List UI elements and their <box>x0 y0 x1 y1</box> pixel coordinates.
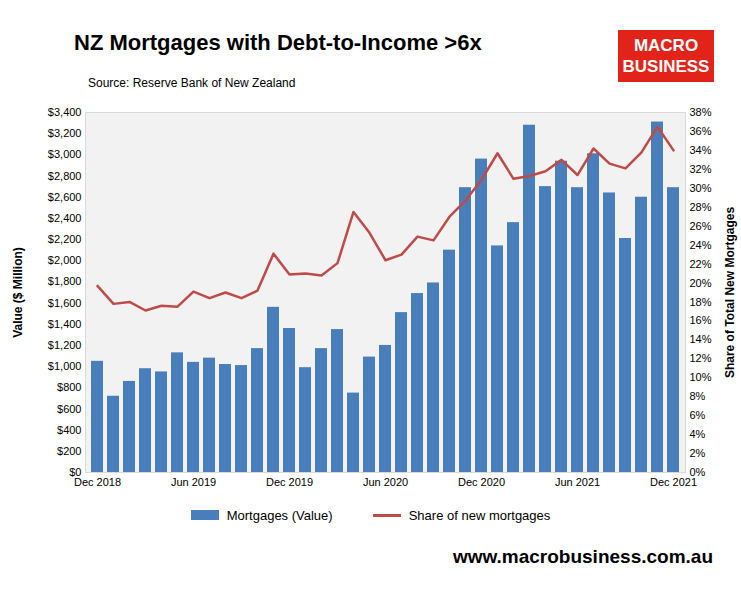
svg-text:$200: $200 <box>57 445 81 457</box>
svg-text:4%: 4% <box>690 428 706 440</box>
svg-text:20%: 20% <box>690 277 712 289</box>
svg-text:34%: 34% <box>690 144 712 156</box>
svg-text:2%: 2% <box>690 447 706 459</box>
html-text:BUSINESS: BUSINESS <box>622 57 710 76</box>
svg-text:18%: 18% <box>690 295 712 307</box>
html-text:Source: Reserve Bank of New Ze: Source: Reserve Bank of New Zealand <box>88 76 296 90</box>
svg-text:16%: 16% <box>690 314 712 326</box>
svg-text:Dec 2021: Dec 2021 <box>650 476 697 488</box>
svg-text:$1,200: $1,200 <box>48 339 82 351</box>
svg-text:$2,000: $2,000 <box>48 254 82 266</box>
svg-text:Jun 2020: Jun 2020 <box>363 476 408 488</box>
svg-text:$400: $400 <box>57 424 81 436</box>
svg-text:Dec 2019: Dec 2019 <box>266 476 313 488</box>
html-text:www.macrobusiness.com.au: www.macrobusiness.com.au <box>452 546 713 567</box>
svg-text:Dec 2020: Dec 2020 <box>458 476 505 488</box>
svg-text:Share of Total New Mortgages: Share of Total New Mortgages <box>723 207 737 378</box>
svg-text:$1,800: $1,800 <box>48 275 82 287</box>
svg-text:26%: 26% <box>690 220 712 232</box>
svg-text:$800: $800 <box>57 381 81 393</box>
html-text:Mortgages (Value): Mortgages (Value) <box>226 507 333 523</box>
svg-text:$2,200: $2,200 <box>48 233 82 245</box>
svg-text:24%: 24% <box>690 239 712 251</box>
html-text:NZ Mortgages with Debt-to-Inco: NZ Mortgages with Debt-to-Income >6x <box>74 30 482 55</box>
svg-text:$1,600: $1,600 <box>48 297 82 309</box>
svg-text:0%: 0% <box>689 466 706 478</box>
svg-text:$3,000: $3,000 <box>48 148 82 160</box>
svg-text:Jun 2019: Jun 2019 <box>171 476 216 488</box>
svg-text:12%: 12% <box>690 352 712 364</box>
svg-text:10%: 10% <box>690 371 712 383</box>
svg-text:28%: 28% <box>690 201 712 213</box>
svg-text:$3,200: $3,200 <box>48 127 82 139</box>
svg-text:6%: 6% <box>690 409 706 421</box>
svg-text:$2,800: $2,800 <box>48 170 82 182</box>
svg-text:$2,600: $2,600 <box>48 191 82 203</box>
html-text:Share of new mortgages: Share of new mortgages <box>408 507 551 523</box>
svg-text:22%: 22% <box>690 258 712 270</box>
svg-text:8%: 8% <box>690 390 706 402</box>
svg-text:$0: $0 <box>69 466 82 478</box>
svg-text:$3,400: $3,400 <box>48 106 82 118</box>
svg-text:14%: 14% <box>690 333 712 345</box>
svg-text:36%: 36% <box>690 125 712 137</box>
svg-text:$1,400: $1,400 <box>48 318 82 330</box>
svg-text:Value ($ Million): Value ($ Million) <box>11 247 25 338</box>
html-text:MACRO: MACRO <box>633 36 699 55</box>
svg-text:Dec 2018: Dec 2018 <box>74 476 121 488</box>
svg-text:30%: 30% <box>690 182 712 194</box>
svg-text:$2,400: $2,400 <box>48 212 82 224</box>
svg-text:38%: 38% <box>690 106 712 118</box>
svg-text:$1,000: $1,000 <box>48 360 82 372</box>
svg-text:Jun 2021: Jun 2021 <box>555 476 600 488</box>
svg-text:32%: 32% <box>690 163 712 175</box>
svg-text:$600: $600 <box>57 402 81 414</box>
